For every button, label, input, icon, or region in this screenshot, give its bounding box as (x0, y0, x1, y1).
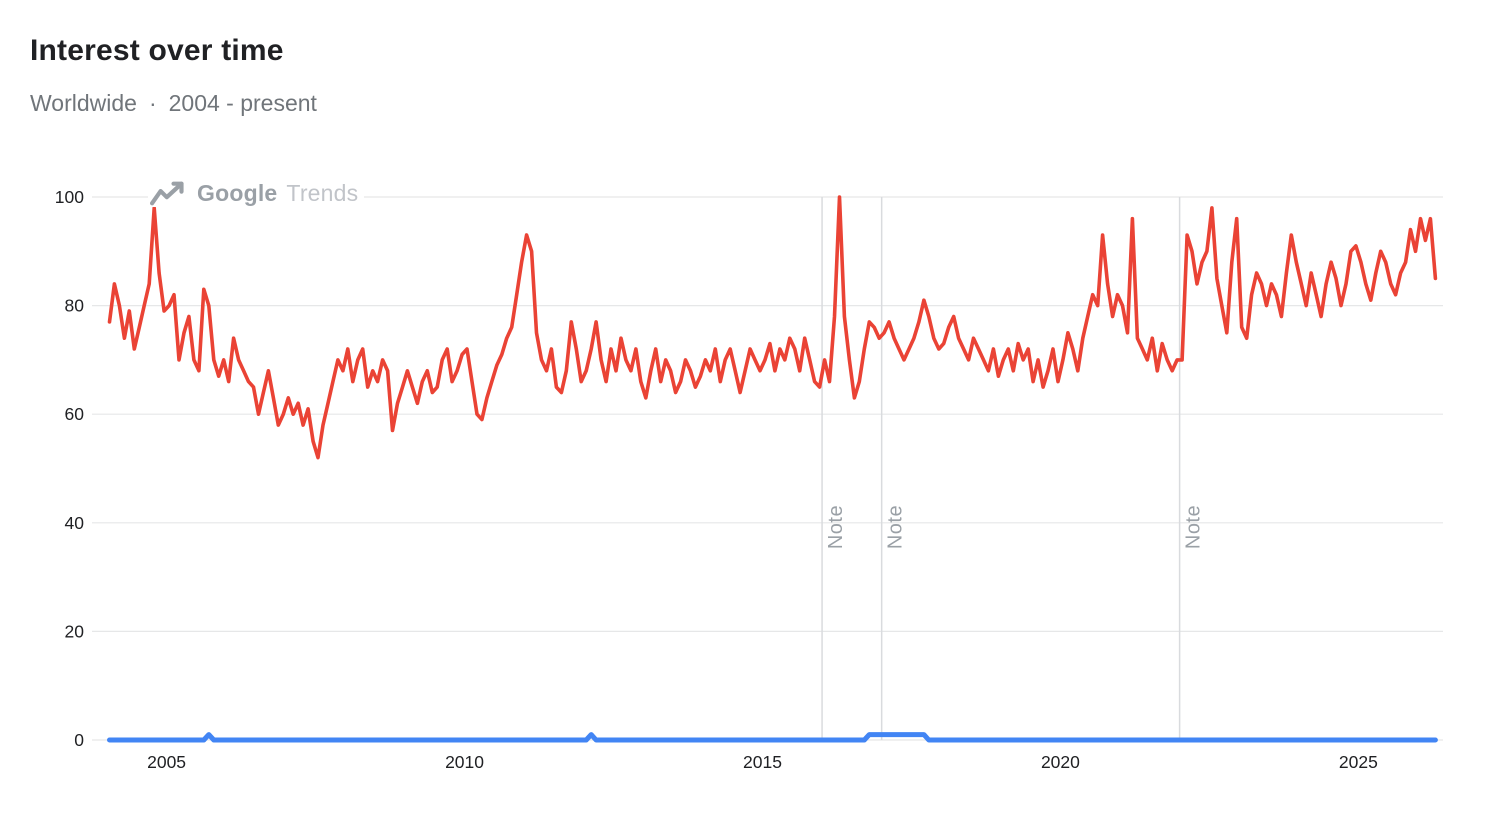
y-axis-tick-label: 60 (65, 404, 85, 424)
note-annotation-label[interactable]: Note (885, 505, 907, 549)
y-axis-tick-label: 0 (74, 730, 84, 750)
y-axis-tick-label: 40 (65, 513, 85, 533)
note-annotation-label[interactable]: Note (825, 505, 847, 549)
x-axis-tick-label: 2010 (445, 752, 484, 772)
google-trends-watermark: Google Trends (148, 180, 365, 207)
x-axis-tick-label: 2015 (743, 752, 782, 772)
x-axis-tick-label: 2005 (147, 752, 186, 772)
subtitle-range: 2004 - present (168, 90, 317, 116)
trending-up-icon (149, 181, 184, 206)
x-axis-tick-label: 2020 (1041, 752, 1080, 772)
watermark-product: Trends (286, 180, 359, 206)
y-axis-tick-label: 80 (65, 296, 85, 316)
subtitle-separator: · (148, 90, 157, 116)
note-annotation-label[interactable]: Note (1183, 505, 1205, 549)
y-axis-tick-label: 20 (65, 621, 85, 641)
page-title: Interest over time (30, 34, 284, 67)
y-axis-tick-label: 100 (55, 187, 84, 207)
watermark-brand: Google (197, 180, 278, 206)
chart-line-series-red[interactable] (107, 195, 1438, 460)
x-axis-tick-label: 2025 (1339, 752, 1378, 772)
chart-line-series-blue[interactable] (107, 732, 1438, 743)
subtitle-region: Worldwide (30, 90, 137, 116)
chart-subtitle: Worldwide · 2004 - present (30, 90, 317, 117)
